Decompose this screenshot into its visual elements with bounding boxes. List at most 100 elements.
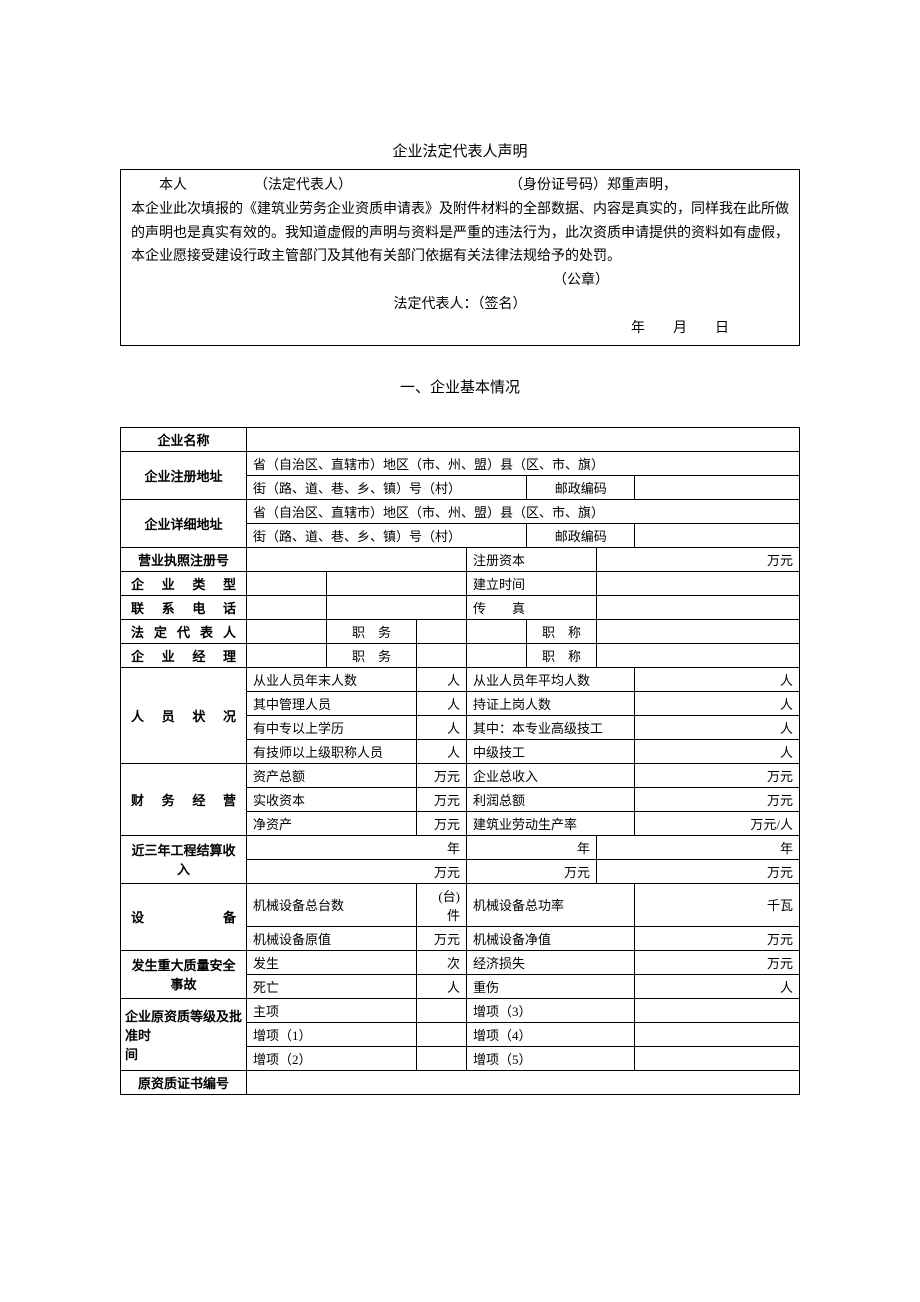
label-staff-avg: 从业人员年平均人数: [467, 667, 635, 691]
label-edu: 有中专以上学历: [247, 715, 417, 739]
decl-prefix: 本人: [131, 174, 187, 198]
val-position-2: [417, 643, 467, 667]
unit-p5: 人: [417, 715, 467, 739]
section1-title: 一、企业基本情况: [120, 376, 800, 397]
label-equip-net: 机械设备净值: [467, 926, 635, 950]
unit-kw: 千瓦: [635, 883, 800, 926]
val-reg-capital: 万元: [597, 547, 800, 571]
unit-p4: 人: [635, 691, 800, 715]
val-legal-rep: [247, 619, 327, 643]
unit-w1: 万元: [417, 763, 467, 787]
unit-wpp: 万元/人: [635, 811, 800, 835]
label-total-asset: 资产总额: [247, 763, 417, 787]
label-establish: 建立时间: [467, 571, 597, 595]
label-profit: 利润总额: [467, 787, 635, 811]
label-death: 死亡: [247, 974, 417, 998]
decl-id: （身份证号码）郑重声明，: [509, 178, 677, 193]
label-add2: 增项（2）: [247, 1046, 417, 1070]
val-title-2: [597, 643, 800, 667]
val-postcode-1: [635, 475, 800, 499]
val-position-1b: [467, 619, 527, 643]
label-finance: 财 务 经 营: [121, 763, 247, 835]
val-wan-y2: 万元: [467, 859, 597, 883]
unit-w7: 万元: [635, 926, 800, 950]
unit-p2: 人: [635, 667, 800, 691]
label-position-1: 职 务: [327, 619, 417, 643]
label-license: 营业执照注册号: [121, 547, 247, 571]
val-company-type-2: [327, 571, 467, 595]
val-wan-y3: 万元: [597, 859, 800, 883]
label-detail-address: 企业详细地址: [121, 499, 247, 547]
unit-w2: 万元: [635, 763, 800, 787]
val-phone-2: [327, 595, 467, 619]
val-company-name: [247, 427, 800, 451]
label-equip-power: 机械设备总功率: [467, 883, 635, 926]
seal-line: （公章）: [131, 269, 789, 293]
label-add4: 增项（4）: [467, 1022, 635, 1046]
unit-w6: 万元: [417, 926, 467, 950]
unit-w3: 万元: [417, 787, 467, 811]
val-reg-addr-1: 省（自治区、直辖市）地区（市、州、盟）县（区、市、旗）: [247, 451, 800, 475]
val-year-2: 年: [467, 835, 597, 859]
label-productivity: 建筑业劳动生产率: [467, 811, 635, 835]
label-postcode-1: 邮政编码: [527, 475, 635, 499]
unit-p3: 人: [417, 691, 467, 715]
val-postcode-2: [635, 523, 800, 547]
label-add3: 增项（3）: [467, 998, 635, 1022]
label-qual-level: 企业原资质等级及批准时 间: [121, 998, 247, 1070]
declaration-line1: 本人 （法定代表人） （身份证号码）郑重声明，: [131, 174, 789, 198]
label-title-1: 职 称: [527, 619, 597, 643]
label-reg-capital: 注册资本: [467, 547, 597, 571]
label-add1: 增项（1）: [247, 1022, 417, 1046]
val-add4: [635, 1022, 800, 1046]
label-income-3yr: 近三年工程结算收入: [121, 835, 247, 883]
unit-p6: 人: [635, 715, 800, 739]
label-mgmt: 其中管理人员: [247, 691, 417, 715]
label-equip-orig: 机械设备原值: [247, 926, 417, 950]
label-accident: 发生重大质量安全事故: [121, 950, 247, 998]
unit-w8: 万元: [635, 950, 800, 974]
val-cert-no: [247, 1070, 800, 1094]
label-tech-above: 有技师以上级职称人员: [247, 739, 417, 763]
label-staff-end: 从业人员年末人数: [247, 667, 417, 691]
val-add5: [635, 1046, 800, 1070]
label-occur: 发生: [247, 950, 417, 974]
label-company-name: 企业名称: [121, 427, 247, 451]
unit-p1: 人: [417, 667, 467, 691]
val-year-3: 年: [597, 835, 800, 859]
val-establish: [597, 571, 800, 595]
label-title-2: 职 称: [527, 643, 597, 667]
label-injury: 重伤: [467, 974, 635, 998]
val-phone-1: [247, 595, 327, 619]
label-personnel: 人 员 状 况: [121, 667, 247, 763]
unit-w4: 万元: [635, 787, 800, 811]
val-add1: [417, 1022, 467, 1046]
label-cert-no: 原资质证书编号: [121, 1070, 247, 1094]
basic-info-table: 企业名称 企业注册地址 省（自治区、直辖市）地区（市、州、盟）县（区、市、旗） …: [120, 427, 800, 1095]
val-position-2b: [467, 643, 527, 667]
label-phone: 联 系 电 话: [121, 595, 247, 619]
val-detail-addr-1: 省（自治区、直辖市）地区（市、州、盟）县（区、市、旗）: [247, 499, 800, 523]
val-fax: [597, 595, 800, 619]
label-senior-tech: 其中：本专业高级技工: [467, 715, 635, 739]
declaration-title: 企业法定代表人声明: [120, 140, 800, 161]
val-add3: [635, 998, 800, 1022]
date-line: 年 月 日: [131, 317, 789, 341]
label-cert: 持证上岗人数: [467, 691, 635, 715]
label-paid-capital: 实收资本: [247, 787, 417, 811]
signature-line: 法定代表人：（签名）: [131, 293, 789, 317]
label-postcode-2: 邮政编码: [527, 523, 635, 547]
label-total-income: 企业总收入: [467, 763, 635, 787]
unit-p7: 人: [417, 739, 467, 763]
unit-p8: 人: [635, 739, 800, 763]
label-mid-tech: 中级技工: [467, 739, 635, 763]
label-reg-address: 企业注册地址: [121, 451, 247, 499]
unit-p9: 人: [417, 974, 467, 998]
val-manager: [247, 643, 327, 667]
decl-role: （法定代表人）: [254, 178, 352, 193]
val-year-1: 年: [247, 835, 467, 859]
label-legal-rep: 法 定 代 表 人: [121, 619, 247, 643]
val-main: [417, 998, 467, 1022]
label-equip-total: 机械设备总台数: [247, 883, 417, 926]
declaration-box: 本人 （法定代表人） （身份证号码）郑重声明， 本企业此次填报的《建筑业劳务企业…: [120, 169, 800, 346]
